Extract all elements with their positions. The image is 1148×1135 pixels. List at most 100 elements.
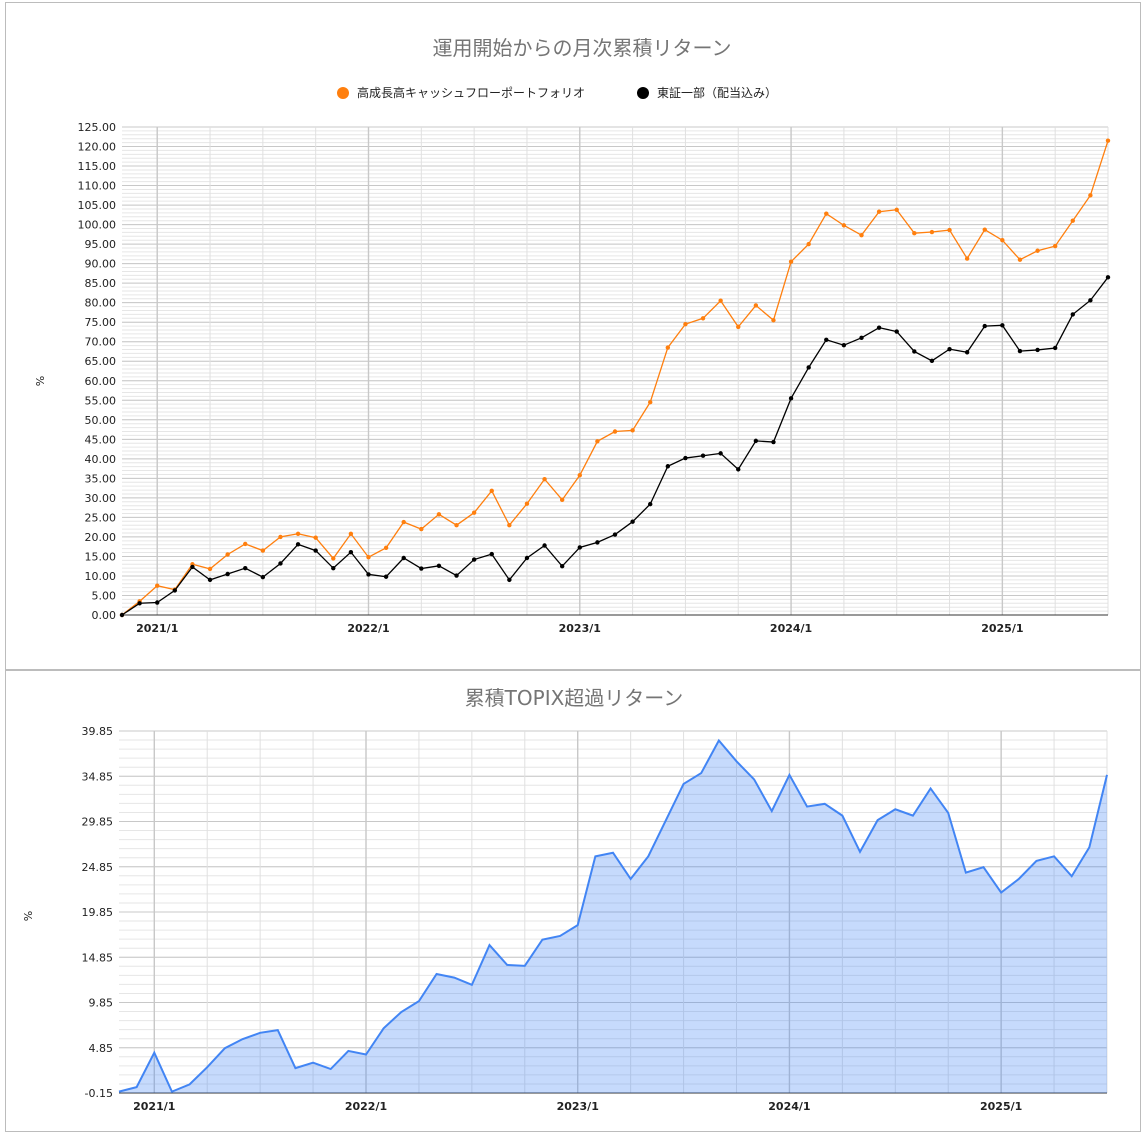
- data-point: [753, 303, 759, 308]
- data-point: [630, 428, 635, 433]
- y-axis-ticks: -0.15 4.85 9.85 14.85 19.85 24.85 29.85 34.85 39…: [82, 725, 114, 1100]
- data-point: [207, 577, 213, 583]
- x-tick-label: 2023/1: [559, 622, 601, 635]
- x-tick-label: 2025/1: [981, 622, 1023, 635]
- data-point: [295, 531, 301, 536]
- x-tick-label: 2024/1: [770, 622, 812, 635]
- y-tick-label: 95.00: [85, 238, 117, 251]
- legend: 高成長高キャッシュフローポートフォリオ 東証一部（配当込み）: [337, 85, 777, 100]
- y-tick-label: 80.00: [85, 297, 117, 310]
- y-tick-label: 120.00: [78, 141, 117, 154]
- data-point: [1070, 218, 1075, 223]
- data-point: [507, 523, 512, 528]
- data-point: [982, 323, 987, 329]
- data-point: [524, 555, 530, 561]
- x-tick-label: 2021/1: [136, 622, 178, 635]
- data-point: [348, 549, 354, 555]
- data-point: [366, 572, 371, 577]
- x-tick-label: 2023/1: [557, 1100, 599, 1113]
- data-point: [119, 612, 125, 618]
- data-point: [401, 555, 406, 561]
- data-point: [313, 548, 318, 553]
- data-point: [1052, 345, 1058, 351]
- data-point: [947, 227, 952, 233]
- data-point: [700, 316, 706, 321]
- data-point: [718, 298, 723, 303]
- data-point: [489, 488, 494, 494]
- data-point: [1017, 348, 1023, 354]
- y-tick-label: 19.85: [82, 906, 114, 919]
- y-tick-label: 0.00: [92, 609, 117, 622]
- y-tick-label: 14.85: [82, 951, 114, 964]
- data-point: [665, 464, 671, 469]
- data-point: [577, 473, 582, 478]
- data-point: [595, 540, 600, 545]
- data-point: [542, 476, 547, 482]
- data-point: [190, 564, 195, 570]
- data-point: [278, 561, 283, 566]
- data-point: [912, 349, 917, 354]
- x-axis-ticks: 2021/1 2022/1 2023/1 2024/1 2025/1: [136, 622, 1023, 635]
- data-point: [788, 396, 794, 401]
- y-tick-label: 125.00: [78, 121, 117, 134]
- series-line-0: [121, 140, 1109, 616]
- chart-title: 累積TOPIX超過リターン: [465, 686, 684, 710]
- x-tick-label: 2024/1: [768, 1100, 810, 1113]
- data-point: [225, 552, 230, 557]
- data-point: [1105, 275, 1111, 280]
- data-point: [489, 551, 494, 557]
- y-axis-label: %: [22, 911, 35, 921]
- y-tick-label: 105.00: [78, 199, 117, 212]
- data-point: [894, 329, 899, 334]
- data-point: [736, 467, 741, 472]
- data-point: [683, 455, 688, 461]
- data-point: [841, 223, 847, 228]
- data-point: [383, 574, 389, 579]
- excess-return-chart-panel: 累積TOPIX超過リターン % -0.15 4.85 9.85 14.85 19.85 2…: [5, 670, 1141, 1132]
- legend-marker-topix: [637, 87, 649, 99]
- data-point: [964, 350, 970, 355]
- data-point: [577, 545, 582, 550]
- data-point: [225, 571, 230, 577]
- y-tick-label: 10.00: [85, 570, 117, 583]
- data-point: [824, 337, 829, 342]
- gridlines: [122, 126, 1109, 616]
- data-point: [436, 512, 442, 517]
- data-point: [243, 565, 248, 571]
- data-point: [929, 229, 935, 235]
- data-point: [383, 545, 389, 551]
- y-tick-label: 9.85: [89, 997, 114, 1010]
- data-point: [1017, 257, 1023, 262]
- y-tick-label: 110.00: [78, 180, 117, 193]
- cumulative-return-chart: 運用開始からの月次累積リターン 高成長高キャッシュフローポートフォリオ 東証一部…: [34, 36, 1111, 635]
- data-point: [630, 519, 635, 524]
- x-tick-label: 2021/1: [133, 1100, 175, 1113]
- x-tick-label: 2022/1: [347, 622, 389, 635]
- data-point: [559, 497, 565, 503]
- data-point: [172, 588, 178, 593]
- x-tick-label: 2022/1: [345, 1100, 387, 1113]
- data-point: [612, 429, 618, 434]
- data-point: [824, 211, 829, 216]
- cumulative-return-chart-panel: 運用開始からの月次累積リターン 高成長高キャッシュフローポートフォリオ 東証一部…: [5, 2, 1141, 670]
- data-point: [401, 519, 406, 525]
- y-tick-label: 45.00: [85, 433, 117, 446]
- y-tick-label: 5.00: [92, 589, 117, 602]
- y-tick-label: 60.00: [85, 375, 117, 388]
- data-point: [1000, 238, 1005, 243]
- excess-return-chart: 累積TOPIX超過リターン % -0.15 4.85 9.85 14.85 19.85 2…: [22, 686, 1108, 1113]
- data-point: [947, 346, 952, 352]
- data-point: [771, 439, 776, 445]
- data-point: [806, 365, 811, 370]
- data-point: [559, 564, 565, 569]
- x-tick-label: 2025/1: [980, 1100, 1022, 1113]
- data-point: [366, 555, 371, 560]
- data-point: [806, 241, 811, 247]
- data-point: [894, 207, 899, 212]
- data-point: [155, 600, 160, 605]
- data-point: [295, 542, 301, 547]
- data-point: [454, 573, 459, 578]
- data-point: [718, 451, 723, 456]
- data-point: [243, 541, 248, 547]
- y-tick-label: 30.00: [85, 492, 117, 505]
